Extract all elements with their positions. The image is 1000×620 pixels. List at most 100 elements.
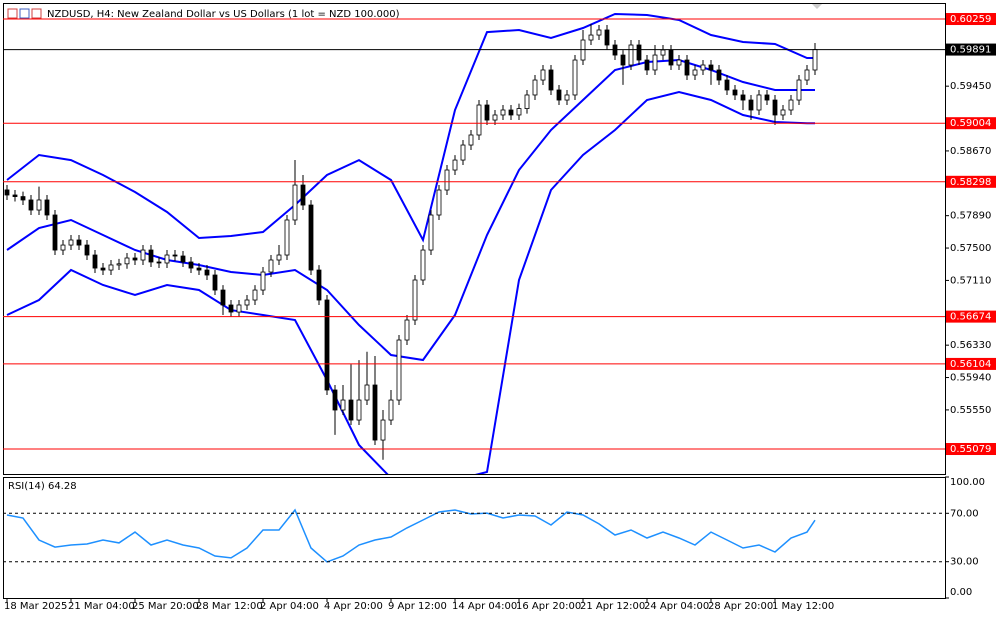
- candle-body: [716, 69, 722, 81]
- candle-body: [524, 94, 530, 109]
- candle-body: [204, 269, 210, 276]
- candle-body: [252, 289, 258, 301]
- candle-body: [668, 49, 674, 66]
- x-tick-label: 18 Mar 2025: [4, 601, 67, 612]
- rsi-pane: [3, 477, 946, 599]
- candle-body: [76, 239, 82, 246]
- candle-body: [52, 214, 58, 251]
- level-label: 0.59004: [950, 118, 991, 129]
- candle-body: [300, 184, 306, 206]
- candle-body: [124, 257, 130, 265]
- candle-body: [652, 54, 658, 71]
- level-label-box: [946, 13, 996, 26]
- scroll-marker: [812, 4, 822, 9]
- x-tick-label: 2 Apr 04:00: [260, 601, 319, 612]
- candle-body: [492, 114, 498, 121]
- candle-body: [548, 69, 554, 91]
- candle-body: [636, 44, 642, 61]
- candle-body: [316, 269, 322, 301]
- candle-body: [36, 199, 42, 211]
- candle-body: [28, 199, 34, 211]
- candle-body: [732, 89, 738, 96]
- candle-body: [396, 339, 402, 401]
- candle-body: [660, 49, 666, 56]
- candle-body: [444, 169, 450, 191]
- candle-body: [796, 79, 802, 101]
- candle-body: [804, 69, 810, 81]
- candle-body: [684, 59, 690, 76]
- candle-body: [412, 279, 418, 321]
- band-line: [6, 90, 815, 474]
- candle-body: [348, 399, 354, 421]
- x-tick-label: 14 Apr 04:00: [452, 601, 517, 612]
- x-tick-label: 25 Mar 20:00: [132, 601, 199, 612]
- candle-body: [588, 34, 594, 41]
- candle-body: [60, 244, 66, 251]
- candle-body: [140, 249, 146, 261]
- x-tick-label: 28 Apr 20:00: [708, 601, 773, 612]
- level-label: 0.56104: [950, 359, 991, 370]
- candle-body: [700, 64, 706, 71]
- candle-body: [84, 244, 90, 256]
- chart-title: NZDUSD, H4: New Zealand Dollar vs US Dol…: [47, 9, 400, 20]
- level-label: 0.59891: [950, 45, 991, 56]
- level-label-box: [946, 310, 996, 323]
- level-label: 0.56674: [950, 312, 991, 323]
- candle-body: [508, 109, 514, 116]
- candle-body: [420, 249, 426, 281]
- candle-body: [148, 249, 154, 263]
- candle-body: [436, 189, 442, 216]
- x-tick-label: 21 Apr 12:00: [580, 601, 645, 612]
- candle-body: [212, 274, 218, 291]
- candle-body: [220, 289, 226, 306]
- level-label-box: [946, 117, 996, 130]
- candle-body: [628, 44, 634, 66]
- band-line: [6, 12, 815, 243]
- level-label: 0.60259: [950, 14, 991, 25]
- y-tick-label: 0.55940: [950, 373, 991, 384]
- candle-body: [604, 29, 610, 46]
- candle-body: [268, 259, 274, 273]
- y-tick-label: 70.00: [950, 508, 979, 519]
- candle-body: [332, 389, 338, 411]
- candle-body: [756, 94, 762, 111]
- band-line: [6, 58, 815, 362]
- candle-body: [644, 59, 650, 71]
- candle-body: [284, 219, 290, 256]
- candle-body: [812, 49, 818, 71]
- candle-body: [476, 104, 482, 136]
- candle-body: [308, 204, 314, 271]
- icon: [19, 8, 30, 19]
- candle-body: [620, 54, 626, 66]
- icon: [31, 8, 42, 19]
- candle-body: [292, 184, 298, 221]
- x-tick-label: 1 May 12:00: [772, 601, 834, 612]
- candle-body: [572, 59, 578, 96]
- candle-body: [100, 267, 106, 271]
- candle-body: [556, 89, 562, 101]
- candle-body: [428, 214, 434, 251]
- y-tick-label: 0.56330: [950, 340, 991, 351]
- candle-body: [780, 109, 786, 116]
- candle-body: [164, 254, 170, 264]
- candle-body: [236, 304, 242, 313]
- y-tick-label: 0.00: [950, 587, 972, 598]
- candle-body: [564, 94, 570, 101]
- candle-body: [724, 79, 730, 91]
- candle-body: [764, 94, 770, 101]
- candle-body: [188, 261, 194, 269]
- candle-body: [484, 104, 490, 121]
- candle-body: [452, 159, 458, 171]
- plot-area: [4, 12, 818, 474]
- level-label: 0.58298: [950, 177, 991, 188]
- y-tick-label: 0.55550: [950, 405, 991, 416]
- candle-body: [180, 255, 186, 263]
- rsi-line: [6, 508, 816, 563]
- candle-body: [244, 299, 250, 306]
- candle-body: [156, 261, 162, 264]
- candle-body: [340, 399, 346, 411]
- candle-body: [172, 254, 178, 257]
- candle-body: [740, 94, 746, 101]
